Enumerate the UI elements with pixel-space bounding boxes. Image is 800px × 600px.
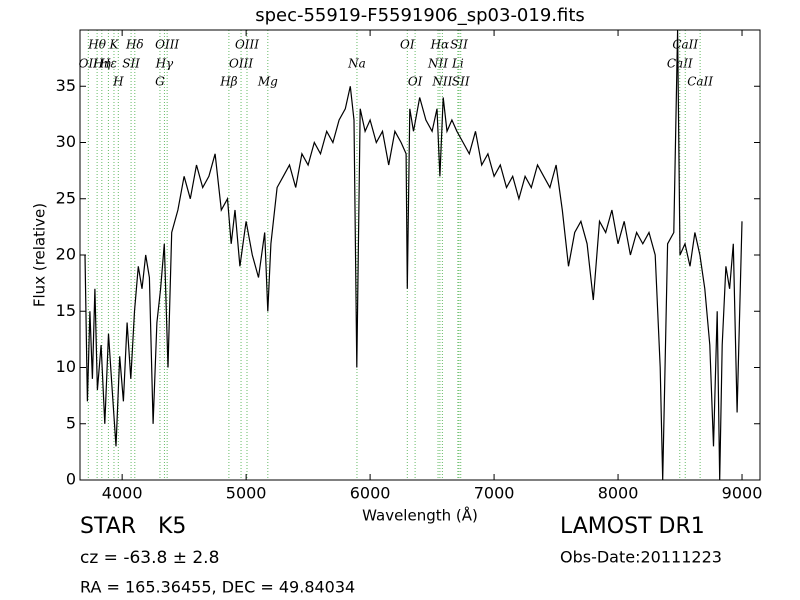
- y-axis-label: Flux (relative): [31, 203, 49, 307]
- spectral-line-label: OI: [408, 75, 423, 89]
- spectral-line-label: OIII: [155, 38, 179, 52]
- y-tick-label: 10: [56, 357, 76, 376]
- x-tick-label: 4000: [102, 484, 143, 503]
- coordinates: RA = 165.36455, DEC = 49.84034: [80, 578, 355, 597]
- spectral-line-label: OIII: [235, 38, 259, 52]
- spectral-line-label: OIII: [229, 57, 253, 71]
- spectral-line-label: Hε: [99, 57, 117, 71]
- survey: LAMOST DR1: [560, 514, 705, 539]
- obs-date: Obs-Date:20111223: [560, 548, 722, 567]
- x-tick-label: 9000: [722, 484, 763, 503]
- x-tick-label: 8000: [598, 484, 639, 503]
- spectral-line-label: K: [108, 38, 119, 52]
- y-tick-label: 5: [66, 413, 76, 432]
- redshift: cz = -63.8 ± 2.8: [80, 548, 219, 568]
- spectral-line-label: SII: [452, 75, 470, 89]
- y-tick-label: 15: [56, 301, 76, 320]
- spectrum-line: [84, 30, 743, 480]
- spectral-line-label: G: [155, 75, 165, 89]
- spectral-line-label: Na: [347, 57, 366, 71]
- x-tick-label: 6000: [350, 484, 391, 503]
- x-tick-label: 5000: [226, 484, 267, 503]
- spectral-line-label: CaII: [667, 57, 693, 71]
- spectral-line-label: NII: [431, 75, 452, 89]
- spectral-line-label: SII: [122, 57, 140, 71]
- spectral-line-label: Hα: [430, 38, 450, 52]
- object-subclass: K5: [158, 514, 186, 539]
- spectral-line-label: Hγ: [155, 57, 174, 71]
- spectral-line-label: Hη: [92, 57, 111, 71]
- x-axis-label: Wavelength (Å): [362, 506, 478, 525]
- spectral-line-label: OI: [400, 38, 415, 52]
- spectral-line-label: NII: [427, 57, 448, 71]
- spectral-line-label: Li: [451, 57, 464, 71]
- object-class: STAR: [80, 514, 136, 539]
- spectral-line-label: Mg: [257, 75, 278, 89]
- spectral-line-label: Hθ: [87, 38, 106, 52]
- spectral-line-label: Hδ: [125, 38, 144, 52]
- spectral-line-label: OII: [79, 57, 99, 71]
- spectral-line-label: CaII: [687, 75, 713, 89]
- spectral-line-label: SII: [450, 38, 468, 52]
- y-tick-label: 30: [56, 132, 76, 151]
- spectral-line-label: Hβ: [219, 75, 237, 89]
- chart-title: spec-55919-F5591906_sp03-019.fits: [255, 5, 585, 26]
- spectral-line-label: CaII: [672, 38, 698, 52]
- y-tick-label: 35: [56, 76, 76, 95]
- y-tick-label: 20: [56, 245, 76, 264]
- y-tick-label: 0: [66, 470, 76, 489]
- spectral-line-label: H: [112, 75, 124, 89]
- x-tick-label: 7000: [474, 484, 515, 503]
- y-tick-label: 25: [56, 188, 76, 207]
